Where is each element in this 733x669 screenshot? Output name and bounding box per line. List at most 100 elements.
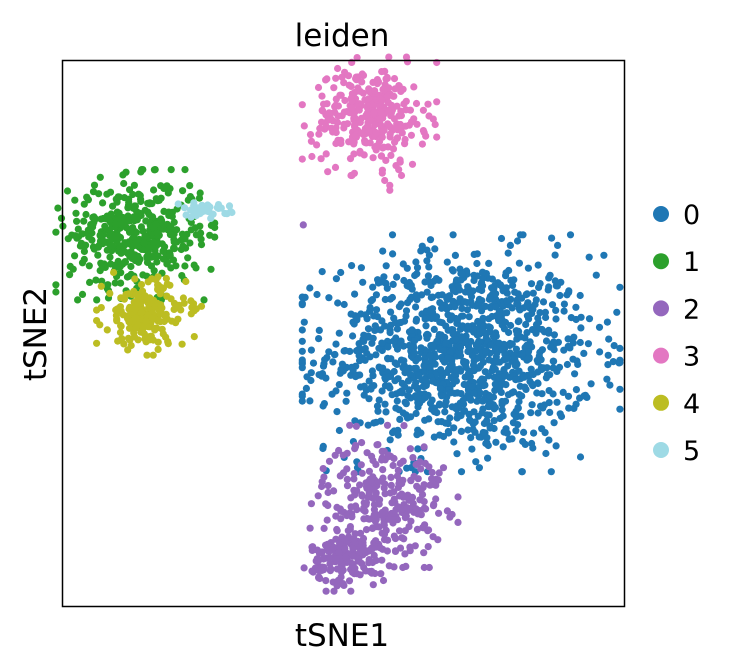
point-cluster-0 xyxy=(541,308,550,316)
point-cluster-5 xyxy=(190,199,198,207)
point-cluster-0 xyxy=(390,367,398,376)
point-cluster-0 xyxy=(410,349,419,357)
point-cluster-0 xyxy=(386,436,394,444)
point-cluster-2 xyxy=(349,552,357,560)
point-cluster-2 xyxy=(370,511,378,519)
point-cluster-3 xyxy=(400,100,408,108)
point-cluster-0 xyxy=(469,366,477,374)
point-cluster-0 xyxy=(446,389,454,397)
point-cluster-0 xyxy=(466,289,474,297)
point-cluster-5 xyxy=(221,209,229,218)
point-cluster-0 xyxy=(616,359,624,367)
point-cluster-1 xyxy=(197,241,206,249)
point-cluster-4 xyxy=(160,311,168,319)
point-cluster-3 xyxy=(330,84,338,92)
point-cluster-4 xyxy=(164,340,172,348)
point-cluster-0 xyxy=(545,283,553,291)
point-cluster-0 xyxy=(504,362,512,370)
point-cluster-2 xyxy=(322,500,330,508)
point-cluster-1 xyxy=(137,195,145,203)
point-cluster-1 xyxy=(187,226,195,234)
point-cluster-0 xyxy=(403,464,411,472)
point-cluster-4 xyxy=(130,333,139,341)
point-cluster-0 xyxy=(475,464,483,472)
point-cluster-0 xyxy=(514,300,522,308)
point-cluster-0 xyxy=(592,271,600,279)
point-cluster-0 xyxy=(485,356,493,364)
point-cluster-0 xyxy=(421,416,429,424)
point-cluster-2 xyxy=(373,441,381,449)
point-cluster-2 xyxy=(351,564,359,572)
point-cluster-2 xyxy=(323,516,331,524)
point-cluster-0 xyxy=(500,428,508,436)
point-cluster-3 xyxy=(372,129,380,137)
point-cluster-0 xyxy=(302,384,310,392)
point-cluster-2 xyxy=(388,499,396,507)
point-cluster-0 xyxy=(382,408,390,416)
point-cluster-3 xyxy=(387,151,395,159)
point-cluster-0 xyxy=(451,303,459,311)
point-cluster-0 xyxy=(415,372,423,380)
point-cluster-2 xyxy=(385,515,393,523)
point-cluster-3 xyxy=(410,83,418,91)
point-cluster-0 xyxy=(298,392,306,400)
point-cluster-3 xyxy=(351,121,359,129)
point-cluster-1 xyxy=(71,252,79,260)
point-cluster-1 xyxy=(66,271,74,279)
point-cluster-0 xyxy=(458,333,466,341)
point-cluster-3 xyxy=(348,171,356,180)
point-cluster-4 xyxy=(187,310,195,318)
point-cluster-3 xyxy=(332,124,340,132)
point-cluster-2 xyxy=(379,474,387,482)
point-cluster-0 xyxy=(514,318,522,326)
point-cluster-1 xyxy=(139,271,147,279)
point-cluster-3 xyxy=(341,96,349,105)
point-cluster-0 xyxy=(411,337,419,345)
point-cluster-0 xyxy=(521,383,529,391)
point-cluster-3 xyxy=(351,131,359,139)
point-cluster-1 xyxy=(66,262,74,270)
point-cluster-3 xyxy=(344,72,353,80)
point-cluster-3 xyxy=(363,109,371,117)
point-cluster-3 xyxy=(350,140,358,148)
point-cluster-2 xyxy=(424,543,432,551)
point-cluster-4 xyxy=(131,305,139,313)
point-cluster-0 xyxy=(438,304,446,312)
point-cluster-0 xyxy=(551,277,559,285)
point-cluster-0 xyxy=(379,364,387,372)
point-cluster-2 xyxy=(343,475,351,483)
point-cluster-1 xyxy=(179,242,187,250)
point-cluster-4 xyxy=(120,340,128,348)
point-cluster-2 xyxy=(318,566,326,575)
point-cluster-0 xyxy=(457,427,465,435)
point-cluster-0 xyxy=(553,398,561,406)
point-cluster-0 xyxy=(309,359,318,367)
point-cluster-0 xyxy=(451,251,459,259)
point-cluster-1 xyxy=(138,166,146,174)
point-cluster-1 xyxy=(170,245,179,253)
legend-label-5: 5 xyxy=(683,436,700,467)
point-cluster-5 xyxy=(204,207,212,215)
point-cluster-2 xyxy=(390,454,398,463)
point-cluster-4 xyxy=(151,326,159,334)
point-cluster-0 xyxy=(485,323,493,331)
point-cluster-0 xyxy=(437,366,445,374)
point-cluster-0 xyxy=(425,278,433,286)
point-cluster-2 xyxy=(384,451,393,459)
point-cluster-1 xyxy=(92,276,100,284)
point-cluster-0 xyxy=(483,434,491,442)
point-cluster-4 xyxy=(170,305,178,313)
point-cluster-3 xyxy=(350,150,358,158)
point-cluster-3 xyxy=(340,108,348,116)
point-cluster-4 xyxy=(149,351,157,359)
point-cluster-1 xyxy=(90,213,98,221)
point-cluster-1 xyxy=(111,279,119,287)
point-cluster-0 xyxy=(398,379,406,387)
legend-label-0: 0 xyxy=(683,200,700,231)
point-cluster-0 xyxy=(332,340,340,348)
legend-label-1: 1 xyxy=(683,247,700,278)
point-cluster-0 xyxy=(319,444,327,453)
point-cluster-1 xyxy=(90,218,98,226)
point-cluster-0 xyxy=(412,379,420,387)
point-cluster-2 xyxy=(306,524,314,532)
